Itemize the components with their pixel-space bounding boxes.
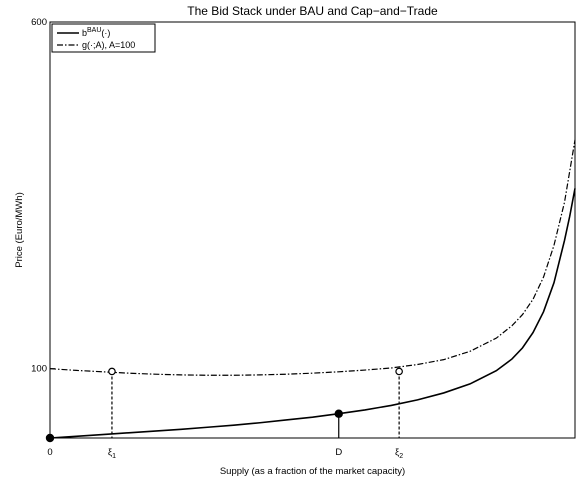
y-tick-label: 600 <box>31 17 47 28</box>
data-point-filled <box>334 409 343 418</box>
legend-label-bau: bBAU(·) <box>82 27 110 38</box>
x-tick-label-text: D <box>335 447 342 458</box>
data-point-filled <box>45 433 55 443</box>
legend-label-bau-suffix: (·) <box>101 28 110 38</box>
axes-frame <box>49 21 576 439</box>
legend-label-g: g(·;A), A=100 <box>82 40 135 50</box>
x-tick-label: ξ2 <box>395 447 403 460</box>
x-tick-label-text: ξ <box>395 447 400 458</box>
legend-box <box>51 23 156 53</box>
x-tick-label: D <box>335 447 342 458</box>
series-line-bau <box>49 188 576 439</box>
y-tick-label: 100 <box>31 364 47 375</box>
data-point-open <box>395 367 403 376</box>
legend-label-bau-base: b <box>82 28 87 38</box>
x-tick-label-subscript: 1 <box>112 453 116 460</box>
y-axis-label: Price (Euro/MWh) <box>14 192 25 267</box>
series-line-g <box>49 139 576 376</box>
data-point-open <box>108 367 116 376</box>
x-axis-label: Supply (as a fraction of the market capa… <box>220 466 405 477</box>
x-tick-label-subscript: 2 <box>399 453 403 460</box>
chart-title: The Bid Stack under BAU and Cap−and−Trad… <box>187 4 438 18</box>
x-tick-label-text: 0 <box>47 447 52 458</box>
x-tick-label: ξ1 <box>108 447 116 460</box>
legend-label-bau-sup: BAU <box>87 27 101 34</box>
legend: bBAU(·) g(·;A), A=100 <box>51 23 156 53</box>
x-tick-label-text: ξ <box>108 447 113 458</box>
x-tick-label: 0 <box>47 447 52 458</box>
